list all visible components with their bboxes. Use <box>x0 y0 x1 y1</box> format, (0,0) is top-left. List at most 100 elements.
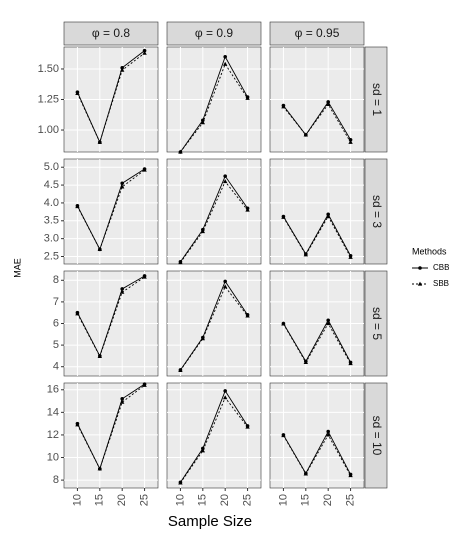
point <box>348 139 353 144</box>
panel <box>269 158 365 265</box>
point <box>325 214 331 219</box>
line <box>180 180 248 263</box>
strip-label: sd = 1 <box>370 83 384 116</box>
point <box>222 284 228 289</box>
point <box>223 54 227 59</box>
point <box>348 473 353 478</box>
panel <box>63 158 159 265</box>
point <box>281 321 286 326</box>
strip <box>269 21 365 46</box>
strip-label: φ = 0.8 <box>92 26 130 40</box>
strip-label: φ = 0.95 <box>295 26 340 40</box>
point <box>222 179 228 184</box>
point <box>97 466 103 471</box>
point <box>326 100 330 104</box>
y-tick-label: 14 <box>47 406 59 418</box>
line <box>180 175 248 263</box>
y-tick-label: 5.0 <box>44 161 59 173</box>
strip-label: sd = 3 <box>370 195 384 228</box>
point <box>142 382 147 387</box>
point <box>245 207 250 212</box>
x-tick-label: 20 <box>116 494 128 506</box>
y-tick-label: 6 <box>53 317 59 329</box>
point <box>119 67 125 72</box>
point <box>223 279 227 284</box>
y-tick-label: 7 <box>53 296 59 308</box>
point <box>326 429 330 434</box>
point <box>348 361 353 366</box>
point <box>303 471 309 476</box>
y-tick-label: 12 <box>47 429 59 441</box>
line <box>283 215 351 258</box>
point <box>200 229 206 234</box>
point <box>245 95 250 100</box>
point <box>223 174 227 178</box>
strip <box>364 158 388 265</box>
point <box>119 184 125 189</box>
x-tick-label: 10 <box>71 494 83 506</box>
point <box>303 132 309 137</box>
y-tick-label: 3.0 <box>44 233 59 245</box>
y-tick-label: 8 <box>53 274 59 286</box>
y-tick-label: 3.5 <box>44 215 59 227</box>
legend-label: SBB <box>433 279 449 288</box>
line <box>77 276 145 358</box>
x-tick-label: 10 <box>277 494 289 506</box>
point <box>326 318 330 323</box>
point <box>120 397 124 401</box>
point <box>200 120 206 125</box>
y-tick-label: 4.5 <box>44 179 59 191</box>
point <box>200 448 206 453</box>
x-tick-label: 25 <box>138 494 150 506</box>
point <box>178 149 183 154</box>
legend-marker <box>418 266 422 270</box>
point <box>120 287 124 291</box>
line <box>77 169 145 251</box>
x-tick-label: 25 <box>241 494 253 506</box>
panel <box>166 158 262 265</box>
point <box>97 353 103 358</box>
point <box>348 254 353 259</box>
point <box>325 432 331 437</box>
point <box>325 321 331 326</box>
point <box>281 433 286 438</box>
point <box>142 274 147 279</box>
point <box>281 214 286 219</box>
point <box>303 359 309 364</box>
strip <box>364 270 388 377</box>
line <box>283 434 351 476</box>
x-tick-label: 20 <box>219 494 231 506</box>
panel <box>166 382 262 489</box>
point <box>75 422 80 427</box>
point <box>75 90 80 95</box>
point <box>325 101 331 106</box>
line <box>180 63 248 153</box>
y-tick-label: 1.00 <box>38 124 59 136</box>
y-tick-label: 4 <box>53 361 59 373</box>
point <box>245 424 250 429</box>
x-tick-label: 15 <box>300 494 312 506</box>
strip <box>364 382 388 489</box>
point <box>178 260 183 265</box>
line <box>283 322 351 364</box>
x-tick-label: 15 <box>94 494 106 506</box>
point <box>245 313 250 318</box>
line <box>180 285 248 371</box>
point <box>97 246 103 251</box>
point <box>142 50 147 55</box>
point <box>222 395 228 400</box>
x-tick-label: 15 <box>197 494 209 506</box>
legend-marker <box>417 281 423 286</box>
strip <box>364 46 388 153</box>
strip-label: φ = 0.9 <box>195 26 233 40</box>
line <box>180 389 248 483</box>
point <box>97 139 103 144</box>
line <box>283 103 351 143</box>
strip-label: sd = 10 <box>370 416 384 456</box>
y-tick-label: 8 <box>53 474 59 486</box>
legend-title: Methods <box>412 246 447 256</box>
line <box>77 275 145 358</box>
strip-label: sd = 5 <box>370 307 384 340</box>
y-axis-label: MAE <box>12 258 22 278</box>
point <box>119 289 125 294</box>
